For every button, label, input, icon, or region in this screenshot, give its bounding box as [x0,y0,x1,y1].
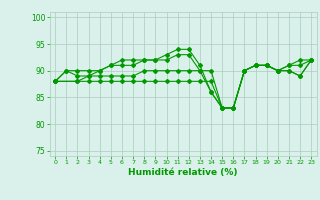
X-axis label: Humidité relative (%): Humidité relative (%) [128,168,238,177]
